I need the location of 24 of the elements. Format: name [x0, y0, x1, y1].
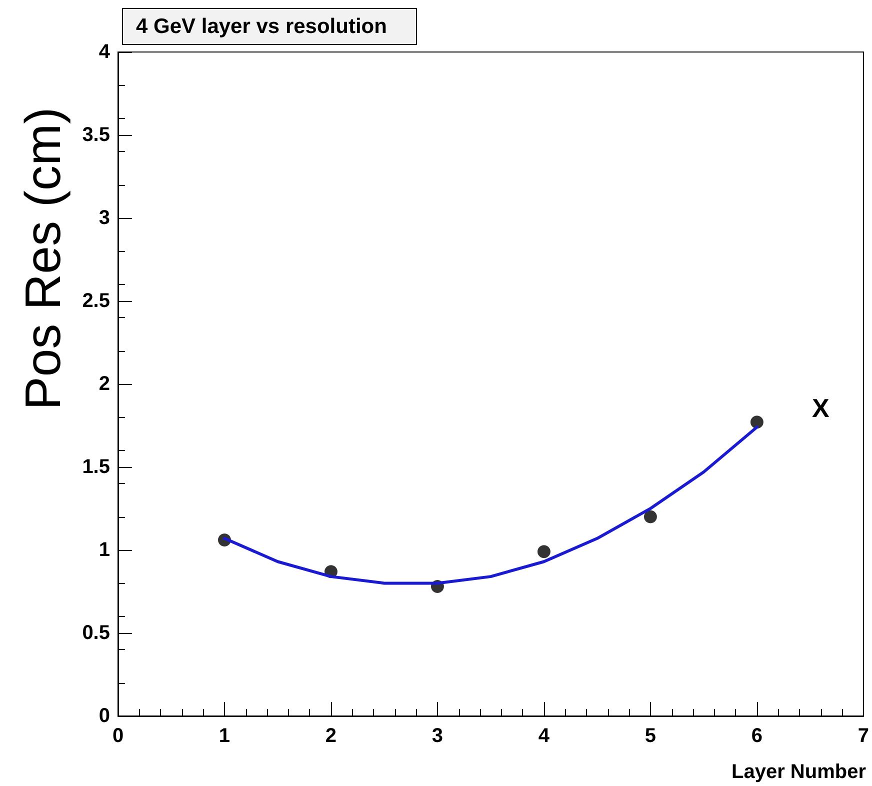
y-tick-label: 3.5 — [82, 124, 110, 146]
x-tick-label: 5 — [644, 725, 656, 747]
y-tick-label: 0.5 — [82, 622, 110, 644]
y-tick-label: 0 — [98, 705, 110, 727]
point — [750, 416, 764, 429]
x-tick-label: 1 — [218, 725, 230, 747]
x-axis-title: Layer Number — [732, 761, 866, 783]
point — [537, 545, 550, 558]
x-tick-label: 4 — [538, 725, 550, 747]
x-tick-label: 3 — [432, 725, 444, 747]
y-tick-label: 4 — [98, 41, 111, 63]
y-tick-label: 2.5 — [82, 290, 110, 312]
x-tick-label: 7 — [858, 725, 869, 747]
annotation: X — [812, 393, 830, 423]
y-tick-label: 3 — [98, 207, 110, 229]
chart-title: 4 GeV layer vs resolution — [136, 15, 387, 38]
y-tick-label: 1.5 — [82, 456, 110, 478]
y-tick-label: 2 — [98, 373, 110, 395]
y-tick-label: 1 — [98, 539, 110, 561]
point — [644, 510, 657, 524]
x-tick-label: 0 — [112, 725, 124, 747]
x-tick-label: 2 — [325, 725, 337, 747]
x-tick-label: 6 — [751, 725, 763, 747]
y-axis-title: Pos Res (cm) — [15, 107, 71, 410]
